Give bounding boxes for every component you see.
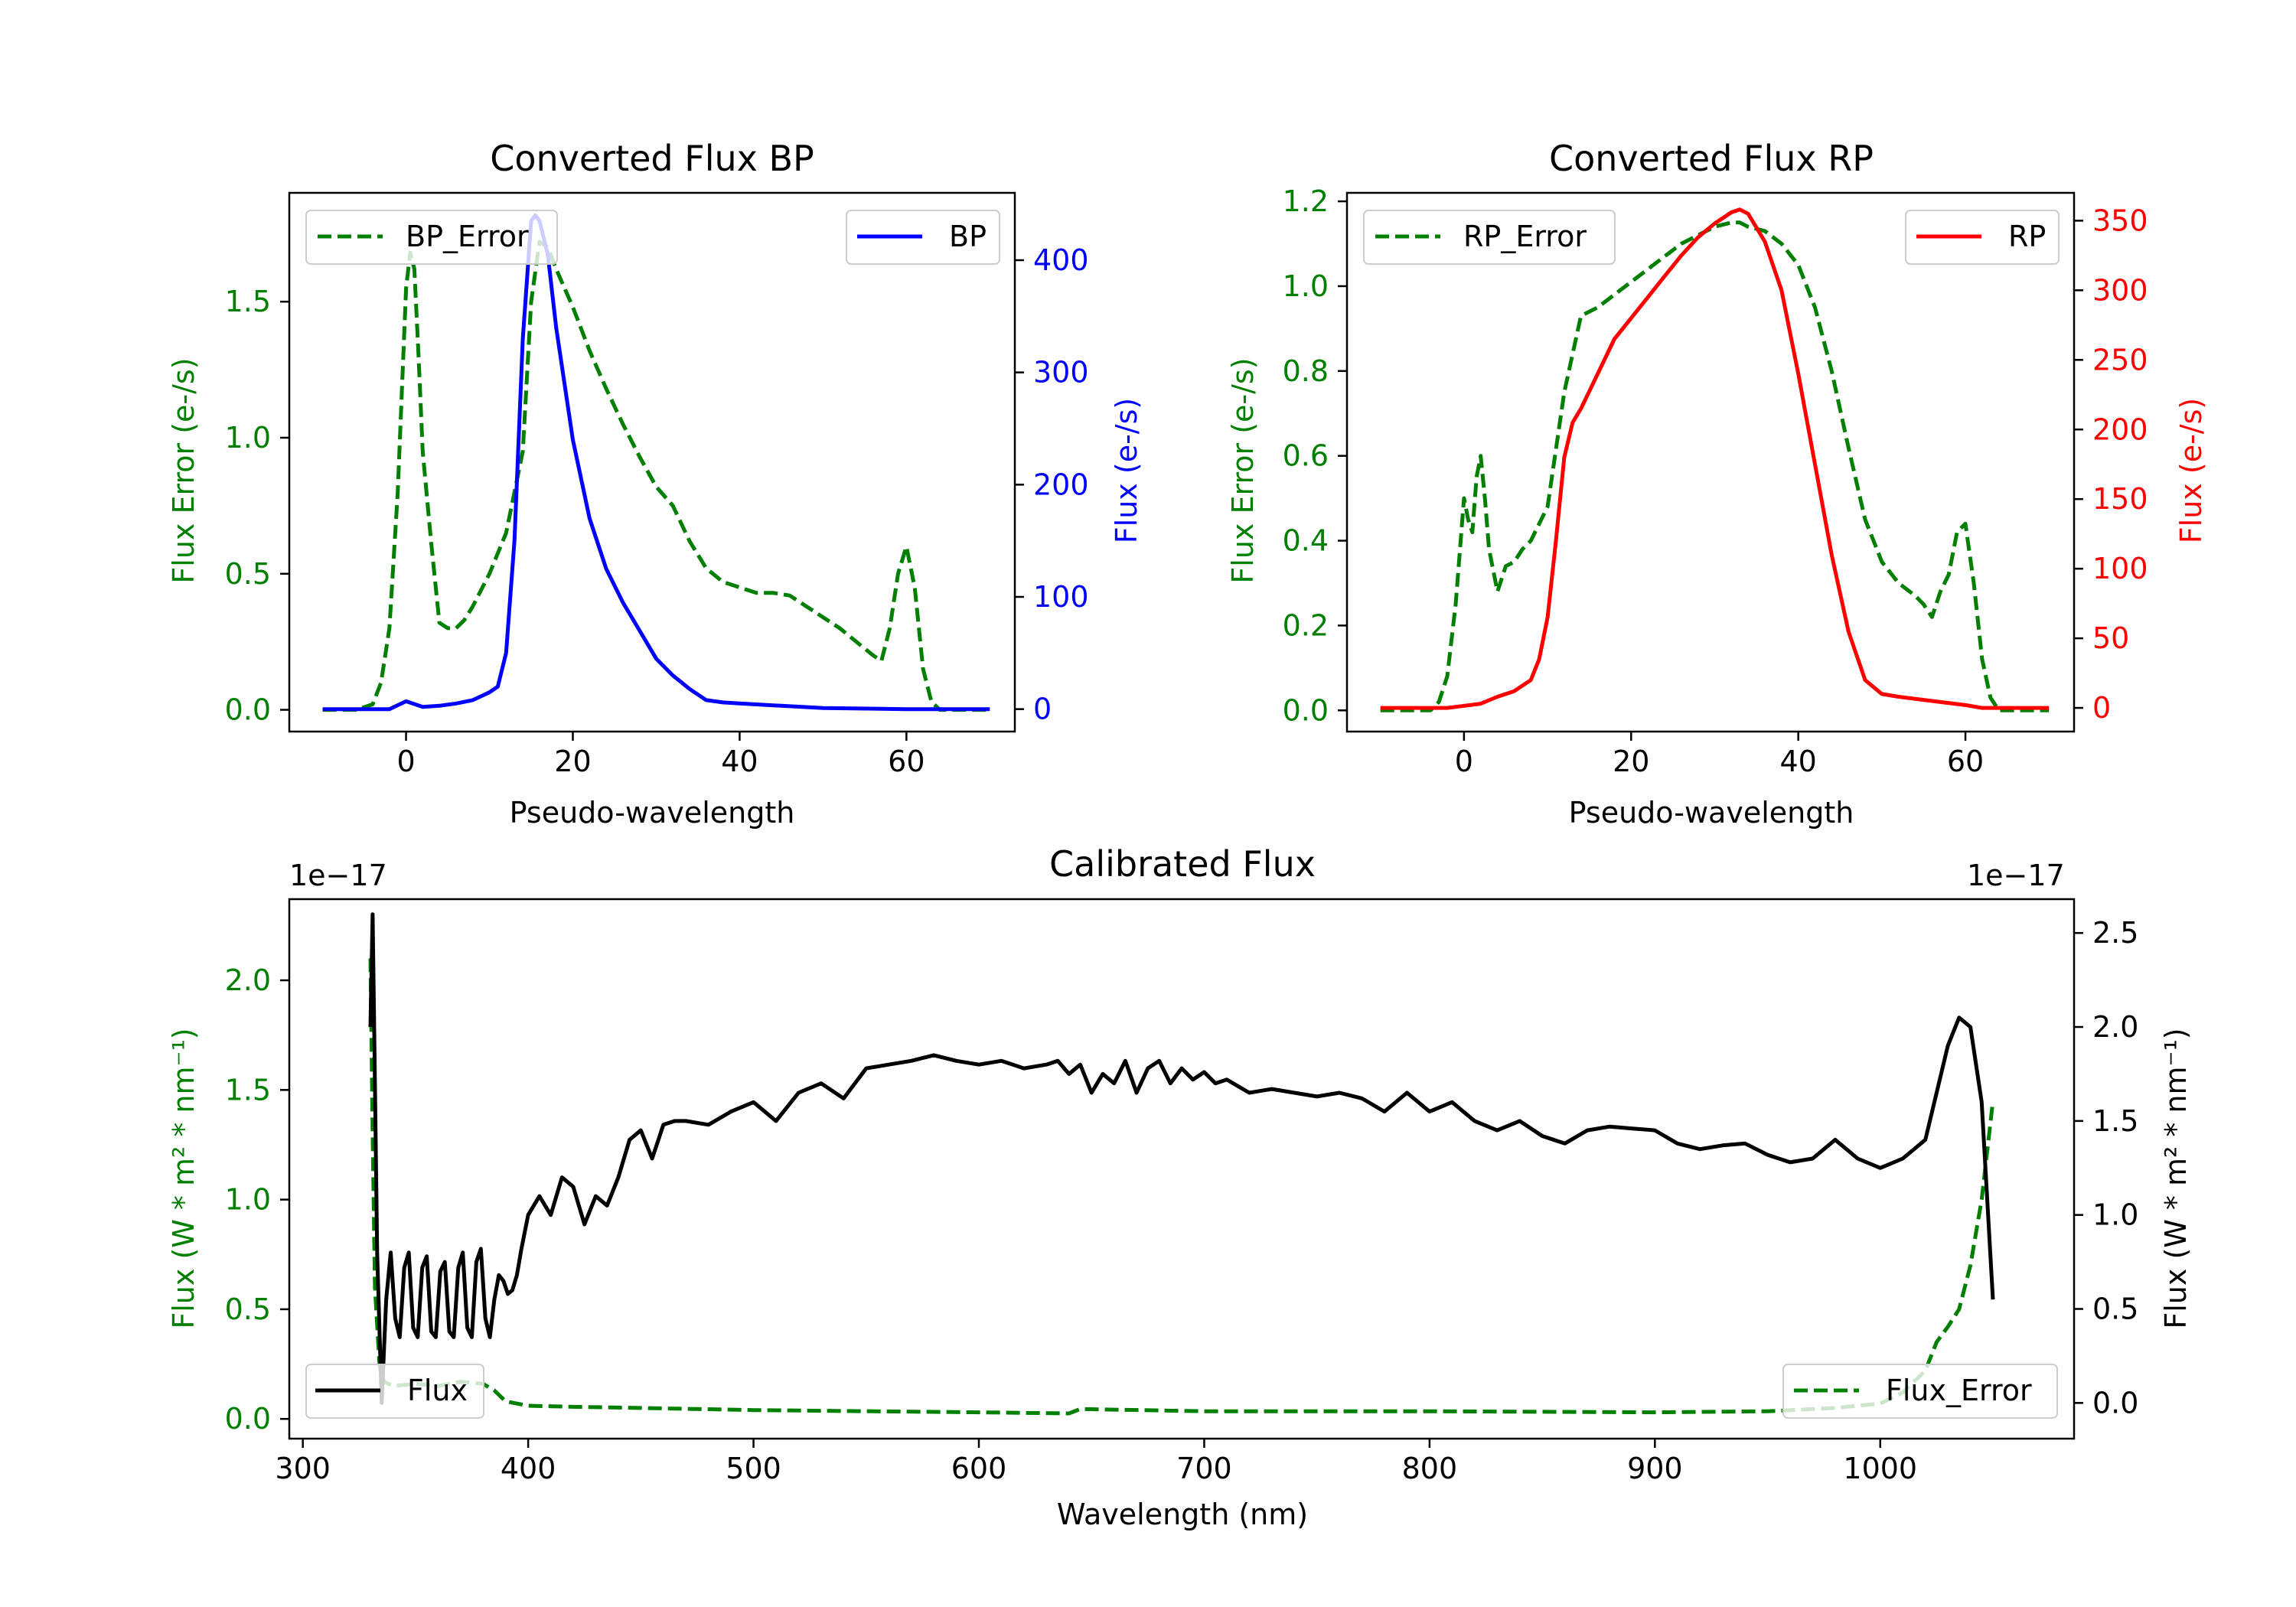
cal-ytick-left-label: 0.0 [225, 1402, 271, 1436]
bp-ytick-left-label: 1.0 [225, 421, 271, 455]
rp-ytick-left-label: 0.0 [1283, 693, 1329, 727]
bp-xtick-label: 20 [554, 745, 591, 778]
rp-ytick-left-label: 0.2 [1283, 608, 1329, 642]
rp-title: Converted Flux RP [1549, 138, 1874, 179]
rp-ylabel-left: Flux Error (e-/s) [1226, 357, 1260, 583]
cal-xtick-label: 500 [726, 1452, 781, 1485]
bp-series-bp [322, 213, 990, 712]
cal-xlabel: Wavelength (nm) [1057, 1498, 1308, 1531]
rp-series-rp [1380, 207, 2050, 710]
bp-axes-frame [288, 191, 1016, 733]
bp-xlabel: Pseudo-wavelength [510, 796, 795, 830]
rp-ytick-right-label: 200 [2092, 412, 2148, 446]
rp-legend-right-label: RP [2008, 220, 2046, 253]
cal-legend-left: Flux [305, 1364, 484, 1419]
rp-ytick-right-label: 100 [2092, 552, 2148, 585]
cal-xtick-label: 300 [275, 1452, 331, 1485]
rp-xlabel: Pseudo-wavelength [1569, 796, 1854, 830]
rp-plot: 0 20 40 60 0.0 0.2 0.4 0.6 0.8 1.0 1.2 0 50 100 150 200… [1283, 184, 2148, 778]
bp-legend-right-box [846, 210, 1000, 265]
cal-xtick-label: 900 [1627, 1452, 1683, 1485]
rp-ytick-right-label: 150 [2092, 482, 2148, 516]
cal-legend-right: Flux_Error [1782, 1364, 2058, 1419]
cal-axes-frame [288, 898, 2076, 1440]
cal-ytick-right-label: 2.0 [2092, 1010, 2138, 1044]
cal-series-flux [368, 912, 1995, 1405]
rp-legend-left-box [1363, 210, 1616, 265]
cal-xtick-label: 400 [501, 1452, 556, 1485]
rp-legend-left: RP_Error [1363, 210, 1616, 265]
rp-xtick-label: 20 [1613, 745, 1649, 778]
bp-title: Converted Flux BP [490, 138, 814, 179]
bp-plot: 0 20 40 60 0.0 0.5 1.0 1.5 0 100 200 300 400 [225, 191, 1089, 778]
rp-ytick-right-label: 50 [2092, 621, 2129, 655]
rp-ytick-left-label: 0.4 [1283, 524, 1329, 558]
rp-ytick-left-label: 1.2 [1283, 184, 1329, 218]
cal-xtick-label: 700 [1176, 1452, 1232, 1485]
rp-ytick-left-label: 0.8 [1283, 354, 1329, 388]
cal-ylabel-right: Flux (W * m² * nm⁻¹) [2159, 1028, 2193, 1328]
rp-legend-right-box [1905, 210, 2060, 265]
cal-ytick-left-label: 0.5 [225, 1292, 271, 1326]
rp-legend-left-label: RP_Error [1463, 220, 1587, 253]
cal-legend-right-label: Flux_Error [1886, 1374, 2032, 1407]
cal-ytick-left-label: 1.5 [225, 1073, 271, 1107]
bp-ytick-right-label: 400 [1033, 243, 1089, 277]
cal-legend-left-box [305, 1364, 484, 1419]
rp-xtick-label: 60 [1947, 745, 1984, 778]
cal-ytick-left-label: 2.0 [225, 963, 271, 997]
bp-ytick-right-label: 300 [1033, 356, 1089, 390]
cal-ytick-left-label: 1.0 [225, 1183, 271, 1217]
rp-ylabel-right: Flux (e-/s) [2174, 398, 2208, 543]
cal-offset-left: 1e−17 [289, 859, 387, 892]
bp-ylabel-left: Flux Error (e-/s) [167, 357, 201, 583]
bp-ytick-left-label: 0.0 [225, 693, 271, 727]
cal-plot: 300 400 500 600 700 800 900 1000 0.0 0.5 1.0 1.5 2.0… [225, 898, 2138, 1485]
bp-ytick-right-label: 0 [1033, 693, 1052, 726]
panel-bp: Converted Flux BP Pseudo-wavelength Flux… [167, 138, 1143, 830]
bp-ytick-right-label: 100 [1033, 580, 1089, 614]
cal-ytick-right-label: 1.0 [2092, 1198, 2138, 1232]
rp-ytick-right-label: 350 [2092, 204, 2148, 237]
cal-ytick-right-label: 1.5 [2092, 1104, 2138, 1138]
rp-ytick-left-label: 0.6 [1283, 439, 1329, 473]
bp-legend-left-box [305, 210, 558, 265]
rp-ytick-right-label: 300 [2092, 273, 2148, 307]
rp-ytick-right-label: 0 [2092, 691, 2111, 725]
cal-title: Calibrated Flux [1049, 843, 1316, 885]
panel-rp: Converted Flux RP Pseudo-wavelength Flux… [1226, 138, 2208, 830]
bp-legend-left-label: BP_Error [406, 220, 529, 253]
bp-legend-right-label: BP [949, 220, 987, 253]
cal-xtick-label: 600 [951, 1452, 1007, 1485]
cal-ytick-right-label: 0.5 [2092, 1292, 2138, 1326]
cal-ytick-right-label: 2.5 [2092, 916, 2138, 950]
bp-ylabel-right: Flux (e-/s) [1110, 398, 1143, 543]
cal-xtick-label: 1000 [1843, 1452, 1917, 1485]
cal-ytick-right-label: 0.0 [2092, 1386, 2138, 1420]
bp-ytick-left-label: 1.5 [225, 285, 271, 318]
cal-legend-right-box [1782, 1364, 2058, 1419]
cal-xtick-label: 800 [1402, 1452, 1458, 1485]
rp-xtick-label: 0 [1455, 745, 1473, 778]
cal-offset-right: 1e−17 [1967, 859, 2065, 892]
panel-calibrated: Calibrated Flux Wavelength (nm) Flux (W … [167, 843, 2193, 1531]
rp-xtick-label: 40 [1779, 745, 1816, 778]
bp-ytick-left-label: 0.5 [225, 557, 271, 591]
bp-xtick-label: 60 [888, 745, 925, 778]
bp-legend-right: BP [846, 210, 1000, 265]
bp-series-bp-error [322, 240, 990, 712]
bp-ytick-right-label: 200 [1033, 468, 1089, 501]
rp-ytick-right-label: 250 [2092, 343, 2148, 376]
rp-ytick-left-label: 1.0 [1283, 269, 1329, 303]
bp-legend-left: BP_Error [305, 210, 558, 265]
cal-legend-left-label: Flux [407, 1374, 468, 1407]
rp-legend-right: RP [1905, 210, 2060, 265]
cal-ylabel-left: Flux (W * m² * nm⁻¹) [167, 1028, 201, 1328]
bp-xtick-label: 0 [396, 745, 415, 778]
bp-xtick-label: 40 [721, 745, 758, 778]
rp-axes-frame [1345, 191, 2076, 733]
